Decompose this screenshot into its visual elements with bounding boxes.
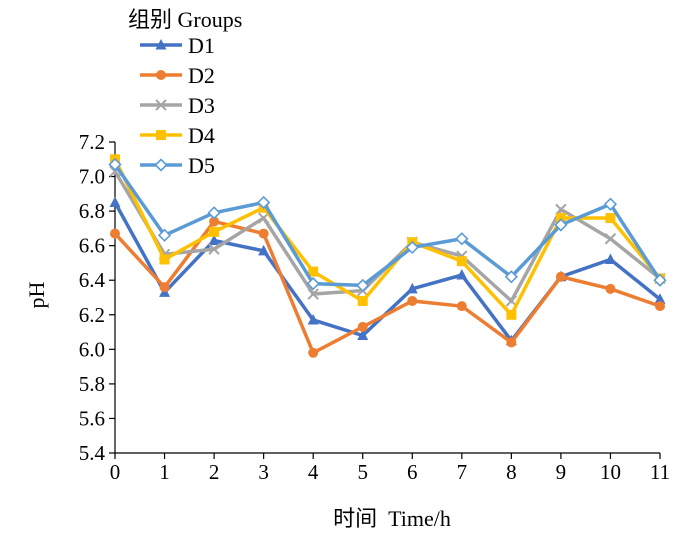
data-point	[456, 301, 467, 312]
data-point	[504, 270, 518, 284]
data-point	[307, 288, 319, 300]
data-point	[554, 218, 568, 232]
data-point	[357, 321, 368, 332]
series-d4	[110, 154, 665, 320]
data-point	[308, 347, 319, 358]
data-point	[308, 266, 319, 277]
x-tick-label: 9	[556, 460, 567, 484]
data-point	[604, 253, 616, 264]
data-point	[307, 313, 319, 325]
x-tick-label: 0	[110, 460, 121, 484]
data-point	[506, 337, 517, 348]
x-tick-label: 7	[457, 460, 468, 484]
data-point	[505, 295, 518, 307]
y-tick-label: 5.8	[79, 372, 105, 396]
data-point	[110, 228, 120, 239]
data-point	[357, 329, 369, 341]
x-axis-title: 时间 Time/h	[333, 506, 451, 531]
legend-swatch-marker	[154, 158, 168, 172]
x-tick-label: 3	[258, 460, 269, 484]
y-tick-label: 7.0	[79, 165, 105, 189]
legend-label: D2	[188, 63, 215, 88]
series-line	[113, 219, 661, 356]
x-tick-label: 1	[159, 460, 170, 484]
data-point	[208, 234, 220, 245]
x-tick-label: 5	[357, 460, 368, 484]
data-point	[109, 196, 121, 207]
data-point	[258, 228, 269, 239]
legend-swatch-marker	[156, 130, 166, 140]
data-point	[605, 213, 616, 224]
x-tick-label: 8	[506, 460, 517, 484]
data-point	[207, 206, 221, 220]
x-tick-label: 2	[209, 460, 220, 484]
data-point	[455, 232, 469, 246]
legend-label: D1	[188, 33, 215, 58]
legend-swatch-marker	[155, 99, 167, 111]
data-point	[655, 301, 665, 312]
data-point	[555, 213, 566, 224]
data-point	[407, 295, 418, 306]
y-tick-label: 6.8	[79, 199, 105, 223]
data-point	[356, 278, 370, 293]
y-tick-label: 7.2	[79, 130, 105, 154]
data-point	[157, 228, 172, 242]
data-point	[605, 283, 616, 294]
data-point	[208, 243, 220, 255]
data-point	[209, 226, 220, 237]
x-tick-label: 4	[308, 460, 319, 484]
plot-area	[108, 154, 667, 358]
legend-label: D4	[188, 123, 215, 148]
series-line	[113, 163, 662, 288]
data-point	[506, 309, 517, 320]
legend-item-d2: D2	[140, 63, 215, 88]
legend-item-d1: D1	[140, 33, 215, 58]
data-point	[456, 256, 467, 267]
data-point	[456, 269, 468, 280]
y-tick-label: 6.0	[79, 337, 105, 361]
data-point	[555, 271, 566, 282]
series-d5	[108, 157, 667, 293]
data-point	[108, 157, 122, 172]
axes: 5.4 5.6 5.8 6.0 6.2 6.4 6.6 6.8 7.0 7.2 0 1 2 3 4 5 6 7 8 9…	[79, 130, 670, 484]
data-point	[159, 254, 170, 265]
x-tick-label: 10	[600, 460, 621, 484]
y-axis-title: pH	[24, 281, 49, 308]
x-tick-label: 11	[650, 460, 670, 484]
data-point	[209, 216, 220, 227]
data-point	[654, 293, 666, 304]
legend-swatch-marker	[155, 39, 167, 50]
data-point	[603, 197, 618, 211]
x-tick-label: 6	[407, 460, 418, 484]
data-point	[653, 273, 667, 287]
y-tick-label: 5.6	[79, 406, 105, 430]
data-point	[604, 233, 617, 245]
data-point	[306, 277, 320, 291]
data-point	[406, 282, 418, 294]
legend-item-d3: D3	[140, 93, 215, 118]
legend-label: D3	[188, 93, 215, 118]
series-d2	[110, 216, 665, 358]
data-point	[555, 203, 567, 216]
legend-label: D5	[188, 153, 215, 178]
series-line	[113, 158, 662, 318]
data-point	[357, 295, 368, 306]
data-point	[159, 282, 170, 293]
data-point	[258, 244, 270, 256]
y-tick-label: 6.4	[79, 268, 106, 292]
y-tick-label: 6.6	[79, 234, 105, 258]
data-point	[405, 240, 419, 255]
legend-item-d5: D5	[140, 153, 215, 178]
y-tick-label: 6.2	[79, 303, 105, 327]
legend-swatch-marker	[156, 70, 166, 80]
legend-item-d4: D4	[140, 123, 215, 148]
data-point	[257, 195, 271, 210]
y-tick-label: 5.4	[79, 441, 106, 465]
legend: D1 D2 D3 D4 D5	[140, 33, 215, 178]
legend-title: 组别 Groups	[128, 7, 242, 32]
series-d3	[109, 165, 666, 307]
